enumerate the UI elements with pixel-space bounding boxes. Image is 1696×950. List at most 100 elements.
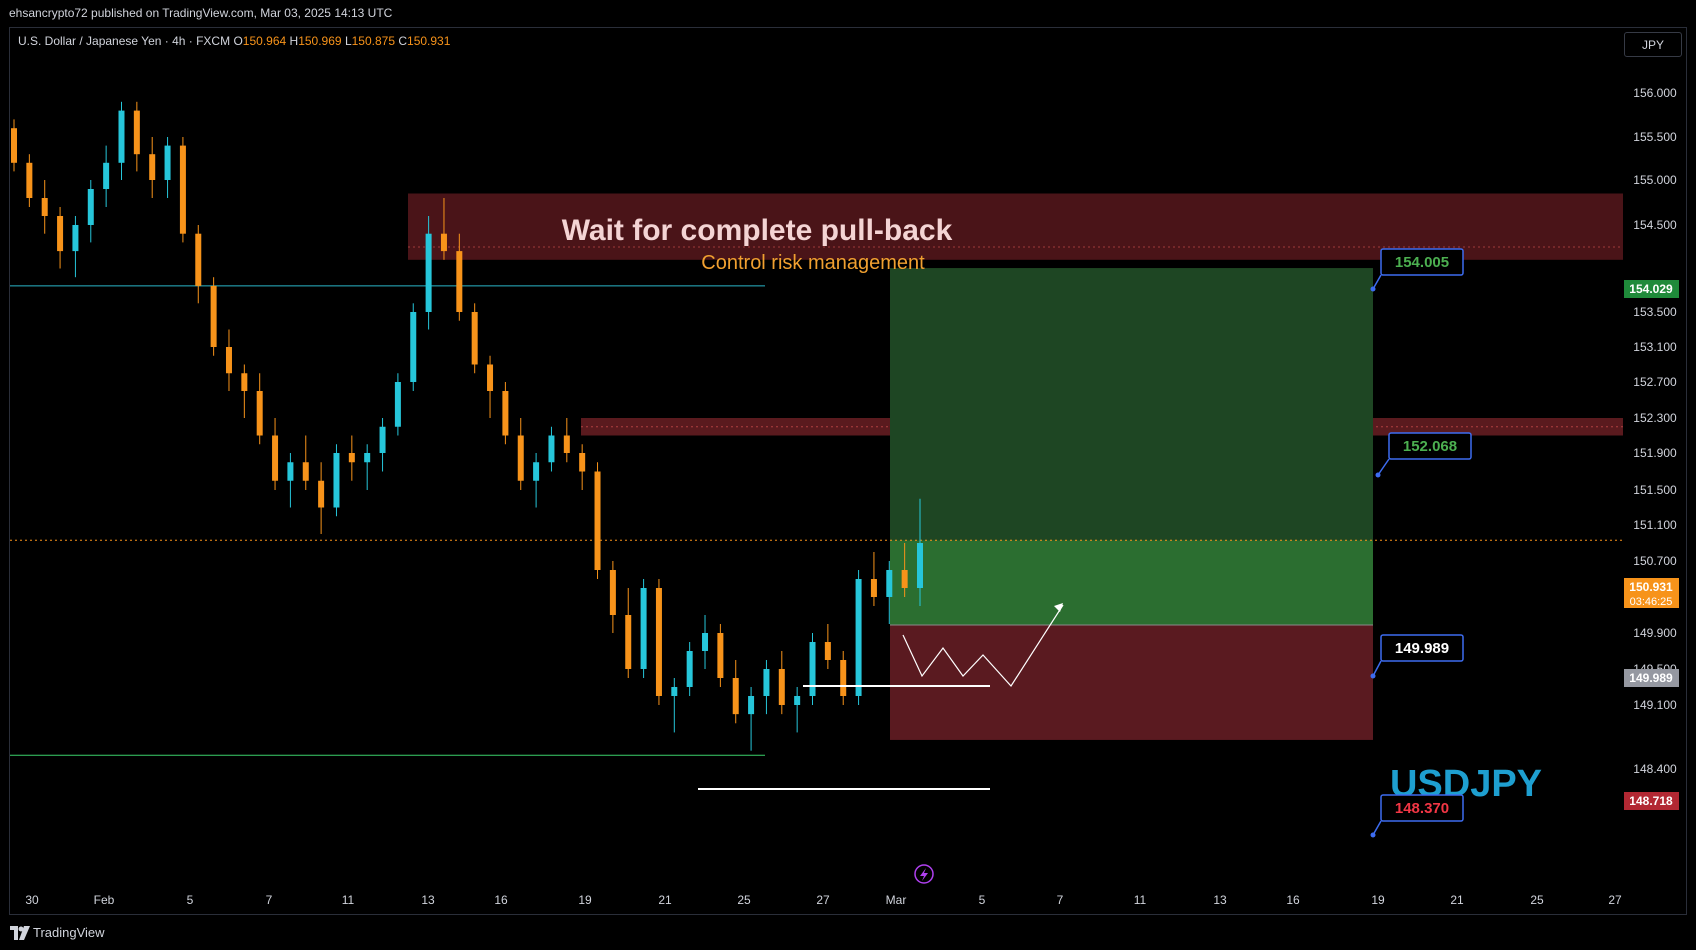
stop-callout-box[interactable]: [1380, 794, 1464, 822]
candle-body: [333, 453, 340, 508]
candle-body: [302, 462, 309, 481]
y-tick-label: 152.300: [1633, 411, 1677, 425]
candle-body: [318, 480, 325, 508]
x-tick-label: 5: [187, 893, 194, 907]
x-tick-label: 7: [1057, 893, 1064, 907]
entry-callout-anchor: [1370, 673, 1376, 679]
candle-body: [26, 162, 33, 198]
stop-loss-zone[interactable]: [890, 624, 1373, 740]
candle-body: [471, 312, 478, 365]
candle-body: [901, 570, 908, 588]
target-callout-text: 154.005: [1395, 254, 1449, 271]
candle-body: [118, 110, 125, 163]
candle-body: [348, 453, 355, 463]
y-tick-label: 149.100: [1633, 698, 1677, 712]
x-tick-label: 16: [494, 893, 508, 907]
candle-body: [410, 312, 417, 382]
close-label: C: [398, 34, 408, 48]
take-profit-zone[interactable]: [890, 268, 1373, 541]
open-label: O: [233, 34, 243, 48]
current-price-tag-text: 150.931: [1629, 580, 1673, 594]
low-value: 150.875: [351, 34, 396, 48]
entry-callout-text: 149.989: [1395, 640, 1449, 657]
candle-body: [287, 462, 294, 481]
stop-callout-anchor: [1370, 832, 1376, 838]
candle-body: [272, 435, 279, 481]
high-value: 150.969: [298, 34, 342, 48]
x-tick-label: 13: [421, 893, 435, 907]
candle-body: [579, 453, 586, 472]
x-tick-label: 5: [979, 893, 986, 907]
stop-callout-pointer: [1372, 820, 1382, 836]
x-tick-label: 27: [816, 893, 830, 907]
x-tick-label: 11: [1134, 893, 1147, 907]
headline-text: Wait for complete pull-back: [562, 214, 953, 247]
candle-body: [87, 189, 94, 225]
y-tick-label: 153.500: [1633, 305, 1677, 319]
candle-body: [855, 579, 862, 696]
entry-callout-box[interactable]: [1380, 634, 1464, 662]
candle-body: [824, 642, 831, 660]
candle-body: [379, 426, 386, 453]
candle-body: [394, 382, 401, 427]
stop-price-tag-text: 148.718: [1629, 794, 1673, 808]
open-profit-zone[interactable]: [890, 540, 1373, 625]
x-tick-label: 16: [1286, 893, 1300, 907]
candle-body: [655, 588, 662, 696]
candle-body: [456, 251, 463, 312]
y-tick-label: 149.900: [1633, 626, 1677, 640]
tradingview-brand[interactable]: TradingView: [33, 925, 105, 940]
x-tick-label: 25: [1530, 893, 1544, 907]
candle-body: [241, 373, 248, 391]
candle-body: [225, 347, 232, 374]
candle-body: [609, 570, 616, 615]
close-value: 150.931: [407, 34, 451, 48]
candle-body: [748, 696, 755, 715]
target-callout-box[interactable]: [1380, 248, 1464, 276]
candle-body: [917, 543, 923, 588]
mid-callout-pointer: [1377, 458, 1390, 476]
mid-callout-box[interactable]: [1388, 432, 1472, 460]
candle-body: [103, 162, 110, 189]
y-tick-label: 156.000: [1633, 86, 1677, 100]
candle-body: [210, 285, 217, 347]
stop-price-tag[interactable]: [1624, 792, 1679, 810]
mid-callout-anchor: [1375, 472, 1381, 478]
open-value: 150.964: [242, 34, 287, 48]
candle-body: [487, 364, 494, 391]
entry-price-tag[interactable]: [1624, 669, 1679, 687]
y-tick-label: 152.700: [1633, 375, 1677, 389]
y-tick-label: 153.100: [1633, 340, 1677, 354]
current-price-tag-countdown: 03:46:25: [1630, 596, 1673, 608]
candle-body: [717, 633, 724, 678]
candle-body: [702, 633, 709, 651]
candle-body: [425, 233, 432, 312]
candle-body: [809, 642, 816, 696]
x-tick-label: 19: [578, 893, 592, 907]
high-label: H: [289, 34, 299, 48]
target-price-tag[interactable]: [1624, 280, 1679, 298]
candle-body: [886, 570, 893, 597]
mid-callout-text: 152.068: [1403, 438, 1457, 455]
current-price-tag[interactable]: [1624, 578, 1679, 608]
currency-button[interactable]: JPY: [1624, 32, 1682, 57]
subline-text: Control risk management: [701, 252, 925, 274]
candle-body: [640, 588, 647, 669]
x-tick-label: 13: [1213, 893, 1227, 907]
candle-body: [256, 391, 263, 436]
footer: TradingView: [0, 916, 1696, 950]
candle-body: [11, 128, 17, 163]
entry-callout-pointer: [1372, 660, 1382, 677]
projection-path[interactable]: [902, 604, 1064, 687]
publisher-bar: ehsancrypto72 published on TradingView.c…: [0, 0, 1696, 27]
candle-body: [195, 233, 202, 286]
candle-body: [625, 615, 632, 669]
event-icon[interactable]: [914, 864, 934, 884]
y-tick-label: 151.500: [1633, 483, 1677, 497]
candle-body: [164, 145, 171, 180]
candle-body: [594, 471, 601, 570]
x-tick-label: 11: [342, 893, 355, 907]
tradingview-logo-icon[interactable]: [10, 926, 30, 940]
candle-body: [502, 391, 509, 436]
